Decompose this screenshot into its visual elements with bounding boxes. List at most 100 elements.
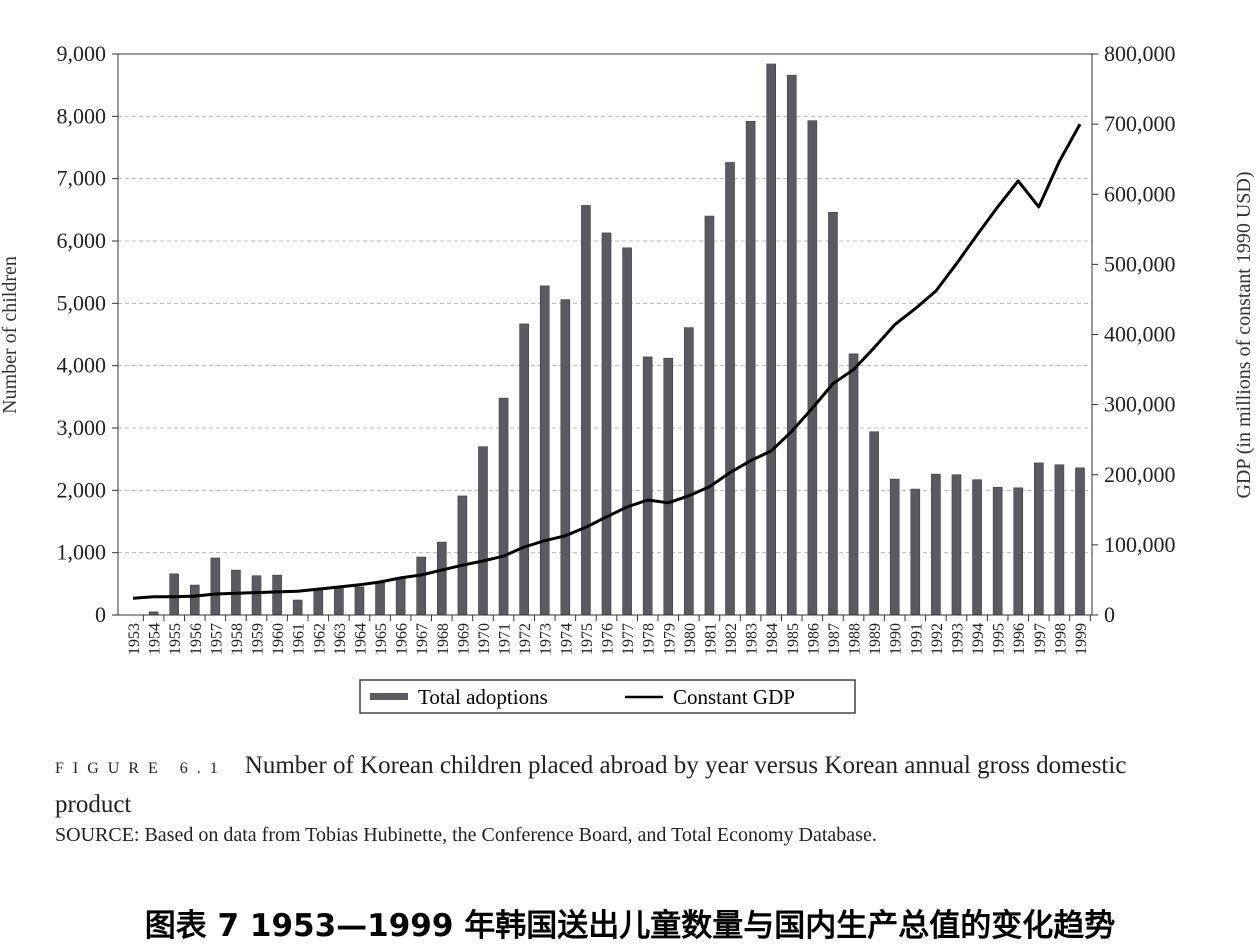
y2-tick-label: 600,000	[1104, 181, 1176, 206]
x-tick-label: 1971	[497, 623, 514, 655]
y-tick-label: 0	[95, 602, 106, 627]
x-tick-label: 1967	[414, 623, 431, 655]
y2-tick-label: 400,000	[1104, 322, 1176, 347]
x-tick-label: 1998	[1052, 623, 1069, 655]
x-tick-label: 1956	[188, 623, 205, 655]
x-tick-label: 1966	[394, 623, 411, 655]
figure-caption: FIGURE 6.1 Number of Korean children plac…	[55, 748, 1175, 823]
bar-1963	[334, 587, 344, 616]
bar-1979	[663, 357, 674, 616]
bar-1961	[292, 599, 303, 616]
bar-1978	[642, 356, 653, 616]
bar-1955	[169, 573, 179, 616]
bar-1988	[848, 353, 859, 616]
bar-1956	[189, 584, 200, 616]
bar-1997	[1034, 462, 1044, 616]
x-tick-label: 1994	[970, 623, 987, 655]
y-tick-label: 3,000	[57, 415, 107, 440]
y-tick-label: 2,000	[57, 477, 107, 502]
x-tick-label: 1993	[949, 623, 966, 655]
bar-1991	[910, 488, 921, 616]
y-tick-label: 8,000	[57, 103, 107, 128]
x-tick-label: 1982	[723, 623, 740, 655]
bar-1980	[684, 327, 694, 616]
bar-1960	[272, 574, 282, 616]
x-tick-label: 1974	[558, 623, 575, 655]
x-tick-label: 1981	[702, 623, 719, 655]
x-tick-label: 1957	[208, 623, 225, 655]
y2-tick-label: 300,000	[1104, 392, 1176, 417]
bar-1968	[437, 541, 447, 616]
x-tick-label: 1970	[476, 623, 493, 655]
bar-1957	[210, 557, 221, 616]
bar-1981	[704, 215, 715, 616]
x-tick-label: 1976	[600, 623, 617, 655]
x-tick-label: 1962	[311, 623, 328, 655]
bar-1977	[622, 247, 632, 616]
bar-1993	[951, 474, 962, 616]
y2-tick-label: 0	[1104, 602, 1115, 627]
x-tick-label: 1961	[291, 623, 308, 655]
x-tick-label: 1987	[826, 623, 843, 655]
x-tick-label: 1955	[167, 623, 184, 655]
bar-1966	[395, 577, 406, 616]
gdp-line	[132, 123, 1082, 600]
x-tick-label: 1964	[352, 623, 369, 655]
legend-bar-swatch	[370, 693, 408, 700]
chart: 0 1,000 2,000 3,000 4,000 5,000 6,000 7,000 8,00…	[0, 41, 1255, 714]
bar-1992	[931, 473, 941, 616]
y2-axis-label: GDP (in millions of constant 1990 USD)	[1233, 171, 1255, 498]
x-tick-label: 1960	[270, 623, 287, 655]
bar-1973	[539, 285, 550, 616]
x-tick-label: 1972	[517, 623, 534, 655]
x-tick-label: 1978	[641, 623, 658, 655]
x-tick-label: 1997	[1032, 623, 1049, 655]
bar-1984	[766, 63, 776, 616]
legend: Total adoptions Constant GDP	[359, 679, 856, 714]
bar-1972	[519, 323, 529, 616]
y-tick-label: 5,000	[57, 290, 107, 315]
x-tick-label: 1992	[929, 623, 946, 655]
x-tick-label: 1953	[126, 623, 143, 655]
x-tick-label: 1969	[455, 623, 472, 655]
y-tick-label: 1,000	[57, 540, 107, 565]
legend-label-gdp: Constant GDP	[673, 685, 795, 709]
bar-1965	[375, 582, 385, 616]
y-axis-label: Number of children	[0, 256, 21, 414]
bar-1975	[581, 205, 591, 616]
bar-1971	[498, 397, 509, 616]
x-tick-label: 1996	[1011, 623, 1028, 655]
x-tick-label: 1990	[888, 623, 905, 655]
axes: 0 1,000 2,000 3,000 4,000 5,000 6,000 7,000 8,00…	[57, 41, 1176, 655]
x-tick-label: 1989	[867, 623, 884, 655]
y-tick-label: 4,000	[57, 353, 107, 378]
bar-1994	[972, 479, 982, 616]
x-tick-label: 1954	[147, 623, 164, 655]
bar-1967	[416, 556, 427, 616]
bar-1959	[251, 575, 262, 616]
bar-1987	[828, 212, 838, 616]
legend-label-adoptions: Total adoptions	[418, 685, 548, 709]
y2-tick-label: 100,000	[1104, 532, 1176, 557]
chinese-title: 图表 7 1953—1999 年韩国送出儿童数量与国内生产总值的变化趋势	[144, 908, 1116, 944]
bar-1985	[786, 74, 797, 616]
bar-1990	[889, 478, 900, 616]
x-tick-label: 1968	[435, 623, 452, 655]
x-tick-label: 1958	[229, 623, 246, 655]
x-tick-label: 1983	[744, 623, 761, 655]
y2-tick-label: 700,000	[1104, 111, 1176, 136]
x-tick-label: 1985	[785, 623, 802, 655]
source-text: Based on data from Tobias Hubinette, the…	[144, 824, 877, 846]
x-tick-label: 1959	[250, 623, 267, 655]
bar-1970	[478, 446, 488, 616]
y2-tick-label: 500,000	[1104, 251, 1176, 276]
y2-tick-label: 800,000	[1104, 41, 1176, 66]
x-tick-label: 1984	[764, 623, 781, 655]
figure-label: FIGURE 6.1	[55, 760, 227, 777]
x-tick-label: 1991	[908, 623, 925, 655]
bar-1982	[725, 162, 735, 616]
x-tick-label: 1977	[620, 623, 637, 655]
y-tick-label: 6,000	[57, 228, 107, 253]
bar-1999	[1075, 467, 1085, 616]
x-tick-label: 1963	[332, 623, 349, 655]
